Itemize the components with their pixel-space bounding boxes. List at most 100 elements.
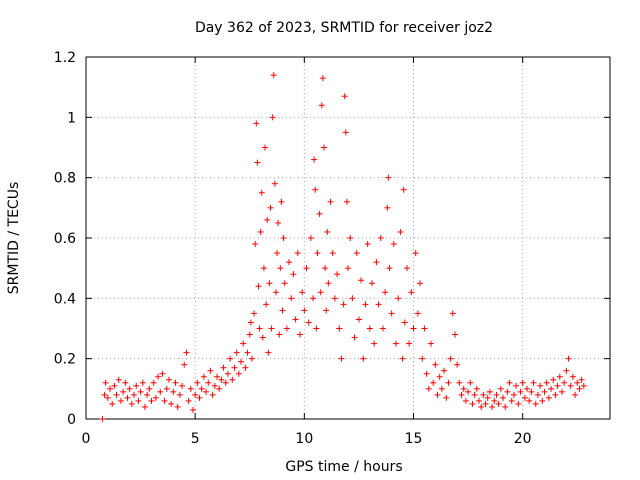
data-point (194, 379, 201, 386)
data-point (377, 235, 384, 241)
data-point (369, 280, 376, 287)
data-point (572, 391, 579, 398)
data-point (137, 388, 144, 395)
data-point (388, 310, 395, 317)
grid (86, 57, 610, 419)
data-point (486, 388, 493, 395)
data-point (311, 156, 318, 163)
data-point (259, 334, 266, 341)
data-point (222, 379, 229, 386)
data-point (537, 382, 544, 389)
data-point (419, 355, 426, 362)
x-tick-label: 0 (82, 431, 91, 447)
data-point (247, 319, 254, 326)
data-point (294, 250, 301, 257)
data-points (99, 72, 587, 422)
data-point (423, 370, 430, 377)
data-point (109, 400, 116, 407)
data-point (491, 397, 498, 404)
data-point (382, 289, 389, 296)
data-point (471, 391, 478, 398)
data-point (447, 355, 454, 362)
data-point (274, 250, 281, 257)
data-point (443, 394, 450, 401)
data-point (360, 355, 367, 362)
data-point (231, 364, 238, 371)
data-point (550, 376, 557, 383)
data-point (207, 367, 214, 374)
data-point (427, 340, 434, 347)
data-point (258, 189, 265, 196)
data-point (554, 382, 561, 389)
data-point (561, 379, 568, 386)
y-tick-label: 0.8 (54, 171, 76, 187)
data-point (135, 397, 142, 404)
data-point (301, 307, 308, 314)
data-point (233, 349, 240, 356)
data-point (445, 379, 452, 386)
data-point (325, 280, 332, 287)
data-point (200, 373, 207, 380)
data-point (314, 250, 321, 257)
data-point (126, 385, 133, 392)
data-point (281, 280, 288, 287)
data-point (260, 265, 267, 272)
data-point (434, 391, 441, 398)
data-point (248, 355, 255, 362)
data-point (349, 295, 356, 302)
data-point (187, 385, 194, 392)
data-point (246, 331, 253, 338)
data-point (469, 400, 476, 407)
chart-title: Day 362 of 2023, SRMTID for receiver joz… (195, 20, 493, 36)
data-point (318, 102, 325, 109)
data-point (412, 250, 419, 257)
data-point (476, 397, 482, 404)
data-point (449, 310, 456, 317)
data-point (524, 385, 531, 392)
data-point (436, 373, 443, 380)
data-point (320, 144, 327, 151)
data-point (362, 301, 369, 308)
data-point (102, 379, 109, 386)
data-point (203, 388, 210, 395)
data-point (198, 385, 205, 392)
data-point (288, 295, 295, 302)
x-tick-label: 10 (295, 431, 313, 447)
data-point (104, 394, 111, 401)
data-point (417, 280, 424, 287)
data-point (351, 334, 358, 341)
data-point (327, 198, 334, 205)
data-point (548, 385, 555, 392)
data-point (460, 385, 467, 392)
data-point (513, 382, 520, 389)
data-point (519, 379, 526, 386)
data-point (334, 271, 341, 278)
data-point (403, 265, 410, 272)
data-point (323, 307, 330, 314)
data-point (347, 235, 354, 241)
data-point (565, 355, 572, 362)
data-point (280, 235, 287, 241)
data-point (299, 289, 306, 296)
data-point (120, 388, 127, 395)
data-point (209, 391, 216, 398)
data-point (296, 331, 303, 338)
data-point (508, 397, 515, 404)
data-point (366, 325, 373, 332)
data-point (240, 340, 247, 347)
data-point (319, 75, 326, 82)
axis-ticks: 0 5 10 15 20 0 0.2 0.4 0.6 0.8 1 1.2 (54, 50, 610, 447)
data-point (400, 186, 407, 193)
data-point (211, 382, 218, 389)
data-point (214, 373, 220, 380)
data-point (410, 325, 417, 332)
data-point (395, 295, 402, 302)
data-point (292, 316, 299, 323)
data-point (272, 289, 279, 296)
data-point (430, 379, 437, 386)
data-point (146, 385, 153, 392)
data-point (257, 228, 264, 235)
data-point (216, 385, 223, 392)
data-point (270, 72, 277, 79)
